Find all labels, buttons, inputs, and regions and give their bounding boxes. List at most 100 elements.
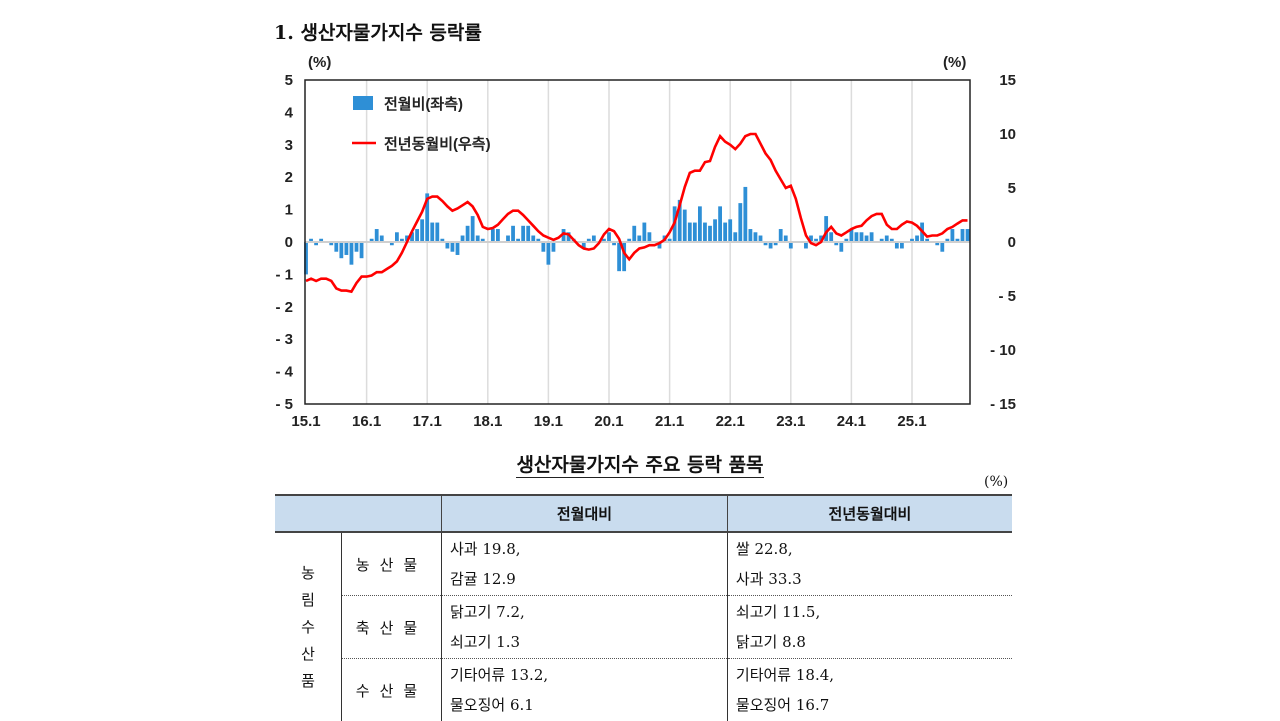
y-left-tick-label: 2 <box>285 169 293 186</box>
mom-cell: 기타어류 13.2,물오징어 6.1 <box>442 659 728 721</box>
x-tick-label: 17.1 <box>413 413 442 430</box>
mom-bar <box>693 223 697 242</box>
mom-bar <box>860 232 864 242</box>
yoy-cell: 기타어류 18.4,물오징어 16.7 <box>727 659 1012 721</box>
mom-bar <box>491 229 495 242</box>
mom-bar <box>496 229 500 242</box>
table-header-row: 전월대비 전년동월대비 <box>275 495 1012 532</box>
mom-bar <box>395 232 399 242</box>
x-tick-label: 21.1 <box>655 413 684 430</box>
mom-cell: 닭고기 7.2,쇠고기 1.3 <box>442 596 728 659</box>
y-right-tick-label: - 15 <box>990 396 1016 413</box>
mom-bar <box>951 229 955 242</box>
mom-bar <box>607 232 611 242</box>
category-cell: 축산물 <box>342 596 442 659</box>
mom-bar <box>435 223 439 242</box>
mom-bar <box>355 242 359 252</box>
y-right-tick-label: 10 <box>999 126 1016 143</box>
yoy-cell: 쇠고기 11.5,닭고기 8.8 <box>727 596 1012 659</box>
mom-bar <box>870 232 874 242</box>
mom-bar <box>511 226 515 242</box>
mom-bar <box>961 229 965 242</box>
mom-bar <box>471 216 475 242</box>
mom-bar <box>541 242 545 252</box>
y-right-tick-label: 5 <box>1008 180 1016 197</box>
x-tick-label: 18.1 <box>473 413 502 430</box>
y-right-tick-label: 0 <box>1008 234 1016 251</box>
legend-yoy-label: 전년동월비(우측) <box>384 136 491 153</box>
yoy-cell: 쌀 22.8,사과 33.3 <box>727 532 1012 596</box>
y-left-tick-label: - 5 <box>275 396 293 413</box>
y-right-tick-label: - 5 <box>998 288 1016 305</box>
mom-bar <box>521 226 525 242</box>
table-row: 수산물 기타어류 13.2,물오징어 6.1 기타어류 18.4,물오징어 16… <box>275 659 1012 721</box>
mom-bar <box>360 242 364 258</box>
x-tick-label: 24.1 <box>837 413 866 430</box>
mom-bar <box>466 226 470 242</box>
y-left-tick-label: 4 <box>285 104 294 121</box>
mom-bar <box>375 229 379 242</box>
mom-bar <box>733 232 737 242</box>
mom-bar <box>728 219 732 242</box>
y-left-tick-label: - 4 <box>275 364 293 381</box>
left-axis-unit: (%) <box>308 54 331 71</box>
x-tick-label: 25.1 <box>897 413 926 430</box>
mom-bar <box>547 242 551 265</box>
y-left-tick-label: 1 <box>285 202 293 219</box>
legend-mom-label: 전월비(좌측) <box>384 96 463 113</box>
x-tick-label: 20.1 <box>594 413 623 430</box>
table-unit: (%) <box>984 474 1008 490</box>
y-left-tick-label: - 1 <box>275 266 293 283</box>
mom-bar <box>829 232 833 242</box>
x-tick-label: 22.1 <box>716 413 745 430</box>
mom-bar <box>430 223 434 242</box>
mom-bar <box>779 229 783 242</box>
x-tick-label: 16.1 <box>352 413 381 430</box>
mom-bar <box>966 229 970 242</box>
y-left-tick-label: 0 <box>285 234 293 251</box>
right-axis-unit: (%) <box>943 54 966 71</box>
mom-bar <box>648 232 652 242</box>
mom-bar <box>420 219 424 242</box>
mom-bar <box>683 210 687 242</box>
x-tick-label: 23.1 <box>776 413 805 430</box>
header-mom: 전월대비 <box>442 495 728 532</box>
mom-bar <box>754 232 758 242</box>
mom-bar <box>723 223 727 242</box>
mom-bar <box>855 232 859 242</box>
mom-bar <box>743 187 747 242</box>
mom-bar <box>703 223 707 242</box>
mom-bar <box>708 226 712 242</box>
y-left-tick-label: - 2 <box>275 299 293 316</box>
legend-bar-swatch <box>353 96 373 110</box>
y-left-tick-label: 3 <box>285 137 293 154</box>
mom-bar <box>415 229 419 242</box>
category-cell: 농산물 <box>342 532 442 596</box>
mom-bar <box>632 226 636 242</box>
header-yoy: 전년동월대비 <box>727 495 1012 532</box>
yoy-line <box>306 134 968 292</box>
mom-bar <box>718 206 722 242</box>
y-left-tick-label: 5 <box>285 72 293 89</box>
table-title: 생산자물가지수 주요 등락 품목 <box>0 450 1280 477</box>
mom-cell: 사과 19.8,감귤 12.9 <box>442 532 728 596</box>
mom-bar <box>451 242 455 252</box>
mom-bar <box>339 242 343 258</box>
mom-bar <box>839 242 843 252</box>
y-right-tick-label: 15 <box>999 72 1016 89</box>
mom-bar <box>940 242 944 252</box>
x-tick-label: 15.1 <box>291 413 320 430</box>
mom-bar <box>456 242 460 255</box>
mom-bar <box>749 229 753 242</box>
category-cell: 수산물 <box>342 659 442 721</box>
mom-bar <box>738 203 742 242</box>
mom-bar <box>698 206 702 242</box>
y-right-tick-label: - 10 <box>990 342 1016 359</box>
mom-bar <box>350 242 354 265</box>
mom-bar <box>334 242 338 252</box>
mom-bars <box>304 187 969 274</box>
